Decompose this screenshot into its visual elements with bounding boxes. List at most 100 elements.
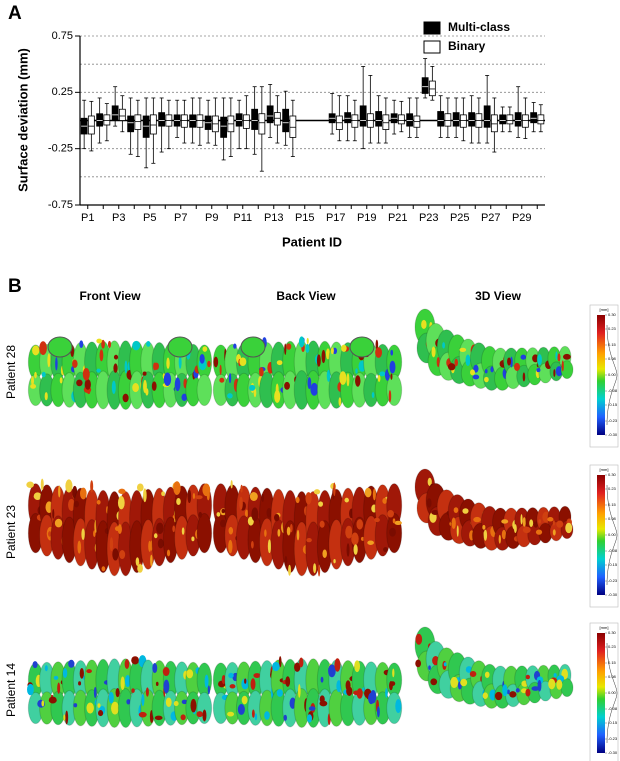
deviation-spot — [62, 667, 68, 679]
deviation-spot — [387, 510, 394, 518]
deviation-spot — [522, 372, 526, 382]
deviation-spot — [319, 520, 325, 528]
deviation-spot — [392, 668, 395, 678]
deviation-spot — [54, 518, 63, 528]
row-label: Patient 14 — [4, 663, 18, 717]
x-tick-label: P29 — [512, 212, 532, 224]
box — [397, 114, 405, 125]
deviation-spot — [537, 679, 542, 692]
deviation-spot — [326, 369, 331, 382]
deviation-spot — [336, 680, 342, 693]
deviation-spot — [561, 360, 564, 372]
deviation-spot — [228, 672, 234, 679]
deviation-spot — [162, 666, 170, 677]
colorbar-tick-label: 0.30 — [608, 630, 617, 635]
deviation-spot — [122, 393, 129, 403]
deviation-spot — [522, 526, 531, 534]
deviation-spot — [138, 711, 147, 718]
deviation-spot — [483, 529, 488, 541]
deviation-spot — [59, 377, 63, 384]
colorbar-tick-label: 0.23 — [608, 326, 617, 331]
deviation-spot — [355, 375, 361, 387]
deviation-spot — [143, 488, 147, 503]
deviation-spot — [79, 667, 84, 679]
deviation-spot — [135, 557, 140, 566]
deviation-spot — [484, 369, 488, 374]
deviation-spot — [274, 514, 280, 522]
deviation-spot — [390, 373, 393, 380]
deviation-spot — [346, 686, 353, 696]
deviation-spot — [514, 524, 517, 534]
deviation-spot — [286, 343, 292, 350]
deviation-spot — [204, 674, 209, 688]
box — [96, 113, 104, 127]
deviation-spot — [261, 493, 265, 502]
deviation-spot — [308, 706, 316, 711]
deviation-spot — [84, 379, 91, 390]
deviation-spot — [145, 388, 149, 396]
deviation-spot — [112, 548, 119, 561]
deviation-spot — [389, 360, 396, 374]
deviation-spot — [166, 357, 170, 369]
tooth — [240, 336, 266, 358]
deviation-spot — [31, 376, 34, 386]
deviation-spot — [107, 340, 112, 348]
box — [220, 116, 228, 138]
deviation-spot — [277, 529, 281, 537]
deviation-spot — [153, 362, 157, 371]
deviation-spot — [166, 549, 171, 557]
deviation-spot — [151, 381, 157, 391]
deviation-spot — [120, 676, 125, 690]
box — [459, 114, 467, 128]
deviation-spot — [163, 679, 170, 694]
deviation-spot — [295, 496, 300, 504]
box — [282, 108, 290, 133]
deviation-spot — [254, 713, 258, 721]
colorbar-tick-label: -0.23 — [608, 736, 618, 741]
deviation-spot — [274, 390, 281, 403]
deviation-spot — [82, 368, 90, 381]
box — [242, 114, 250, 129]
deviation-spot — [557, 353, 561, 362]
deviation-spot — [118, 488, 126, 494]
colorbar-unit: [mm] — [600, 467, 609, 472]
deviation-spot — [415, 659, 422, 668]
deviation-spot — [241, 695, 248, 705]
deviation-spot — [346, 373, 350, 387]
tooth — [47, 336, 73, 358]
deviation-spot — [154, 715, 163, 721]
deviation-spot — [364, 487, 372, 498]
deviation-spot — [44, 392, 48, 401]
deviation-spot — [509, 691, 517, 698]
box — [514, 112, 522, 127]
deviation-spot — [447, 363, 456, 371]
deviation-spot — [266, 508, 272, 518]
deviation-spot — [132, 383, 139, 393]
deviation-spot — [456, 525, 459, 537]
colorbar-tick-label: -0.30 — [608, 432, 618, 437]
deviation-spot — [195, 495, 203, 500]
deviation-spot — [490, 366, 494, 373]
deviation-spot — [297, 684, 301, 698]
deviation-spot — [472, 374, 480, 380]
x-tick-label: P21 — [388, 212, 408, 224]
deviation-spot — [181, 393, 188, 402]
legend-swatch — [423, 40, 441, 54]
deviation-spot — [187, 489, 192, 504]
deviation-spot — [276, 688, 283, 697]
deviation-spot — [180, 714, 186, 721]
deviation-spot — [244, 509, 249, 517]
colorbar-tick-label: 0.00 — [608, 690, 617, 695]
deviation-spot — [93, 530, 96, 537]
deviation-spot — [155, 681, 159, 687]
y-tick-label: -0.75 — [48, 199, 73, 211]
tooth — [560, 360, 574, 380]
deviation-spot — [299, 657, 304, 668]
deviation-spot — [131, 656, 140, 665]
deviation-spot — [132, 340, 141, 351]
deviation-spot — [536, 368, 541, 373]
panel-label: B — [8, 276, 22, 297]
deviation-spot — [379, 371, 386, 377]
box — [142, 115, 150, 138]
